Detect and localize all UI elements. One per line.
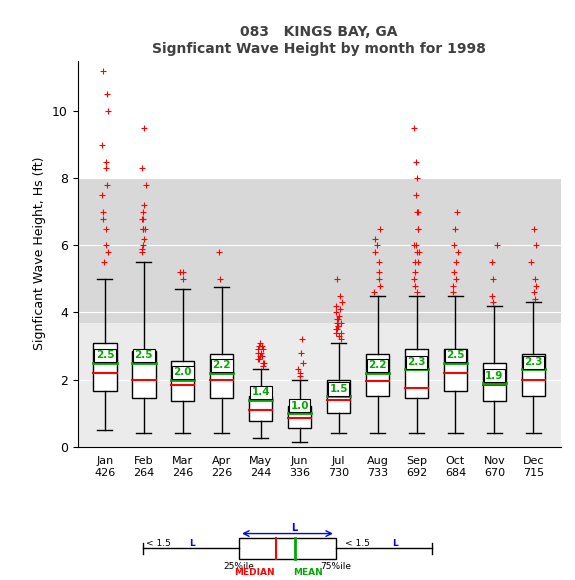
Bar	[239, 538, 336, 559]
Bar	[171, 361, 194, 401]
Bar	[78, 322, 561, 447]
Bar	[288, 407, 311, 428]
Text: 2.0: 2.0	[174, 367, 192, 377]
Text: 2.2: 2.2	[369, 360, 387, 371]
Text: < 1.5: < 1.5	[146, 539, 174, 548]
Bar	[249, 396, 273, 422]
Text: 2.5: 2.5	[446, 350, 465, 360]
Text: L: L	[189, 539, 195, 548]
Bar	[210, 354, 233, 398]
Text: L: L	[392, 539, 398, 548]
Bar	[366, 354, 389, 396]
Text: MEDIAN: MEDIAN	[233, 568, 274, 577]
Bar	[522, 354, 545, 396]
Text: < 1.5: < 1.5	[346, 539, 373, 548]
Text: 2.2: 2.2	[213, 360, 231, 371]
Text: 1.5: 1.5	[329, 384, 348, 394]
Bar	[405, 349, 428, 398]
Text: 1.9: 1.9	[485, 371, 504, 380]
Bar	[444, 349, 467, 392]
Bar	[132, 351, 155, 398]
Text: MEAN: MEAN	[294, 568, 323, 577]
Text: 75%ile: 75%ile	[320, 563, 351, 571]
Bar	[483, 362, 506, 401]
Text: 1.4: 1.4	[251, 387, 270, 397]
Text: 2.5: 2.5	[135, 350, 153, 360]
Text: 25%ile: 25%ile	[224, 563, 255, 571]
Text: 2.5: 2.5	[95, 350, 114, 360]
Bar	[78, 178, 561, 322]
Bar	[93, 343, 117, 392]
Title: 083   KINGS BAY, GA
Signficant Wave Height by month for 1998: 083 KINGS BAY, GA Signficant Wave Height…	[152, 26, 486, 56]
Y-axis label: Signficant Wave Height, Hs (ft): Signficant Wave Height, Hs (ft)	[33, 157, 47, 350]
Text: 2.3: 2.3	[524, 357, 543, 367]
Text: 1.0: 1.0	[290, 401, 309, 411]
Text: 2.3: 2.3	[407, 357, 426, 367]
Bar	[327, 379, 350, 413]
Text: L: L	[291, 523, 297, 532]
